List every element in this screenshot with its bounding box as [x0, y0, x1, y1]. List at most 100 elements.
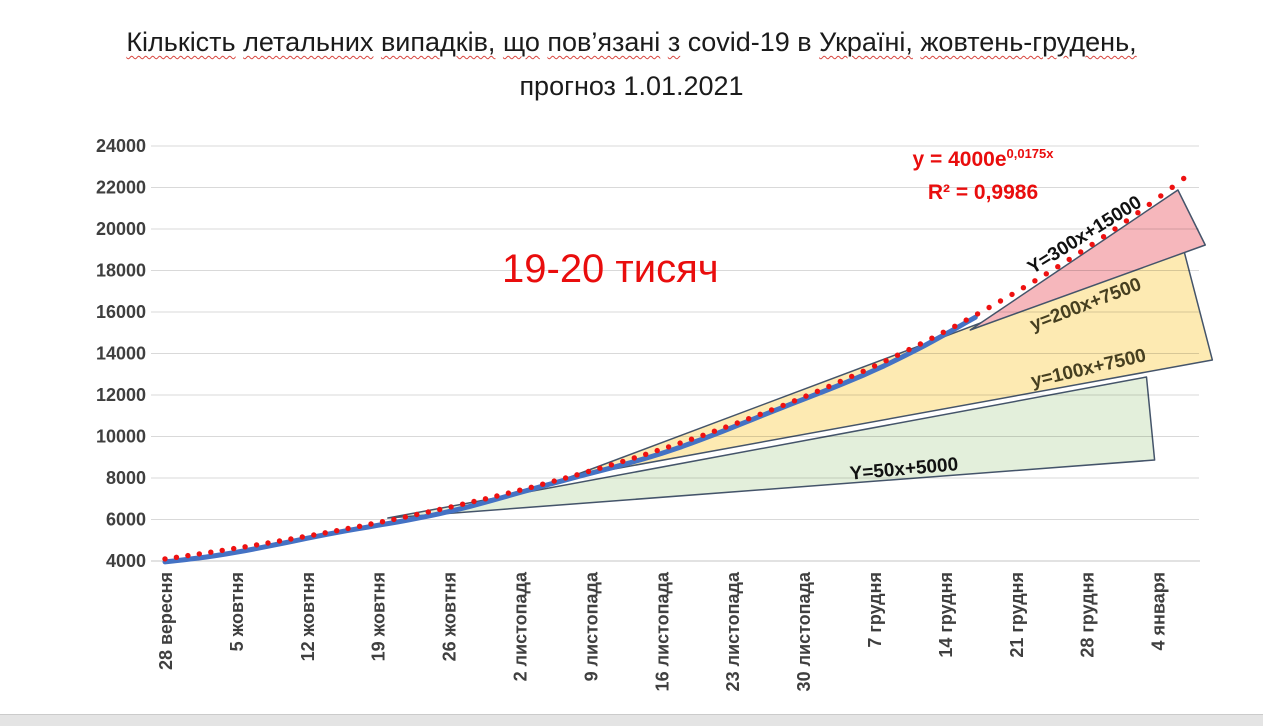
- trend-dot: [414, 511, 420, 518]
- trend-dot: [883, 358, 889, 364]
- trend-dot: [1135, 210, 1141, 216]
- x-axis-label: 14 грудня: [936, 572, 956, 658]
- trend-dot: [437, 506, 443, 513]
- trend-dot: [711, 428, 718, 434]
- y-axis-label: 8000: [106, 468, 146, 488]
- trend-dot: [459, 501, 466, 507]
- trend-dot: [677, 440, 683, 446]
- trend-dot: [688, 436, 695, 442]
- trend-dot: [940, 329, 946, 335]
- trend-dot: [826, 383, 832, 390]
- x-axis-label: 12 жовтня: [298, 572, 318, 661]
- trend-dot: [494, 493, 500, 499]
- trend-dot: [265, 540, 271, 546]
- y-axis-label: 16000: [96, 302, 146, 322]
- trend-dot: [1020, 285, 1027, 291]
- bottom-bar: [0, 714, 1263, 726]
- trend-dot: [700, 432, 706, 438]
- trend-dot: [791, 398, 798, 404]
- y-axis-label: 22000: [96, 178, 146, 198]
- trend-dot: [849, 373, 855, 380]
- trend-dot: [391, 516, 397, 523]
- trend-dot: [1169, 184, 1175, 190]
- trend-dot: [505, 490, 512, 496]
- actual-deaths-line: [162, 314, 978, 565]
- trend-dot: [356, 523, 363, 529]
- trend-dot: [425, 509, 431, 515]
- x-axis-label: 4 января: [1149, 572, 1169, 651]
- trend-dot: [242, 544, 248, 550]
- trend-dot: [654, 447, 660, 454]
- r-squared-value: R² = 0,9986: [927, 181, 1039, 204]
- trendline-equation-base: y = 4000e: [912, 148, 1007, 171]
- trend-dot: [540, 481, 546, 487]
- trend-dot: [768, 407, 775, 413]
- trend-dot: [929, 335, 935, 341]
- trend-dot: [723, 424, 729, 430]
- title-word: covid-19: [687, 27, 790, 57]
- trend-dot: [528, 484, 534, 490]
- trend-dot: [780, 402, 786, 409]
- trend-dot: [231, 545, 237, 552]
- trend-dot: [1055, 264, 1061, 270]
- trend-dot: [173, 554, 180, 560]
- x-axis-label: 9 листопада: [581, 571, 601, 681]
- trend-dot: [334, 528, 340, 534]
- title-word: пов’язані: [547, 27, 661, 57]
- trend-dot: [952, 323, 958, 329]
- y-axis-label: 24000: [96, 136, 146, 156]
- trend-dot: [185, 552, 191, 559]
- trendline-equation-exponent: 0,0175x: [1006, 146, 1054, 161]
- title-line1: Кількість летальних випадків, що пов’яза…: [0, 20, 1263, 64]
- trend-dot: [574, 472, 580, 478]
- trend-dot: [643, 451, 649, 457]
- trend-dot: [253, 542, 260, 548]
- x-axis-label: 28 грудня: [1078, 572, 1098, 658]
- title-word: що: [502, 27, 540, 57]
- trend-dot: [162, 556, 168, 562]
- title-word: Україні,: [819, 27, 913, 57]
- x-axis-label: 30 листопада: [794, 571, 814, 691]
- title-word: з: [667, 27, 681, 57]
- trend-dot: [894, 352, 901, 358]
- x-axis-label: 26 жовтня: [440, 572, 460, 661]
- trend-dot: [368, 521, 374, 527]
- trend-dot: [1043, 271, 1050, 277]
- trend-dot: [997, 298, 1004, 304]
- trend-dot: [1181, 175, 1187, 182]
- trend-dot: [1009, 291, 1015, 298]
- trend-dot: [322, 530, 328, 536]
- trend-dot: [482, 496, 489, 502]
- trend-dot: [345, 525, 351, 532]
- title-word: Кількість: [126, 27, 236, 57]
- y-axis-label: 12000: [96, 385, 146, 405]
- x-axis-label: 2 листопада: [511, 571, 531, 681]
- trend-dot: [963, 317, 969, 323]
- trend-dot: [837, 378, 843, 385]
- x-axis-label: 23 листопада: [723, 571, 743, 691]
- trend-dot: [631, 455, 637, 461]
- y-axis-label: 10000: [96, 427, 146, 447]
- trend-dot: [746, 416, 752, 422]
- green-band: [387, 376, 1156, 519]
- x-axis-label: 21 грудня: [1007, 572, 1027, 658]
- trend-dot: [288, 536, 294, 542]
- trend-dot: [276, 538, 283, 544]
- title-line2: прогноз 1.01.2021: [519, 71, 744, 101]
- trend-dot: [906, 346, 912, 353]
- title-word: випадків,: [380, 27, 496, 57]
- trend-dot: [299, 534, 305, 540]
- chart-title: Кількість летальних випадків, що пов’яза…: [0, 20, 1263, 108]
- y-axis-label: 4000: [106, 551, 146, 571]
- pink-band: [969, 189, 1206, 331]
- y-axis-label: 6000: [106, 510, 146, 530]
- trend-dot: [402, 514, 409, 520]
- trend-dot: [597, 465, 603, 471]
- trend-dot: [757, 411, 763, 417]
- trend-dot: [814, 388, 821, 394]
- title-word: жовтень-грудень,: [920, 27, 1137, 57]
- y-axis-label: 18000: [96, 261, 146, 281]
- x-axis-label: 19 жовтня: [369, 572, 389, 661]
- trend-dot: [196, 551, 202, 557]
